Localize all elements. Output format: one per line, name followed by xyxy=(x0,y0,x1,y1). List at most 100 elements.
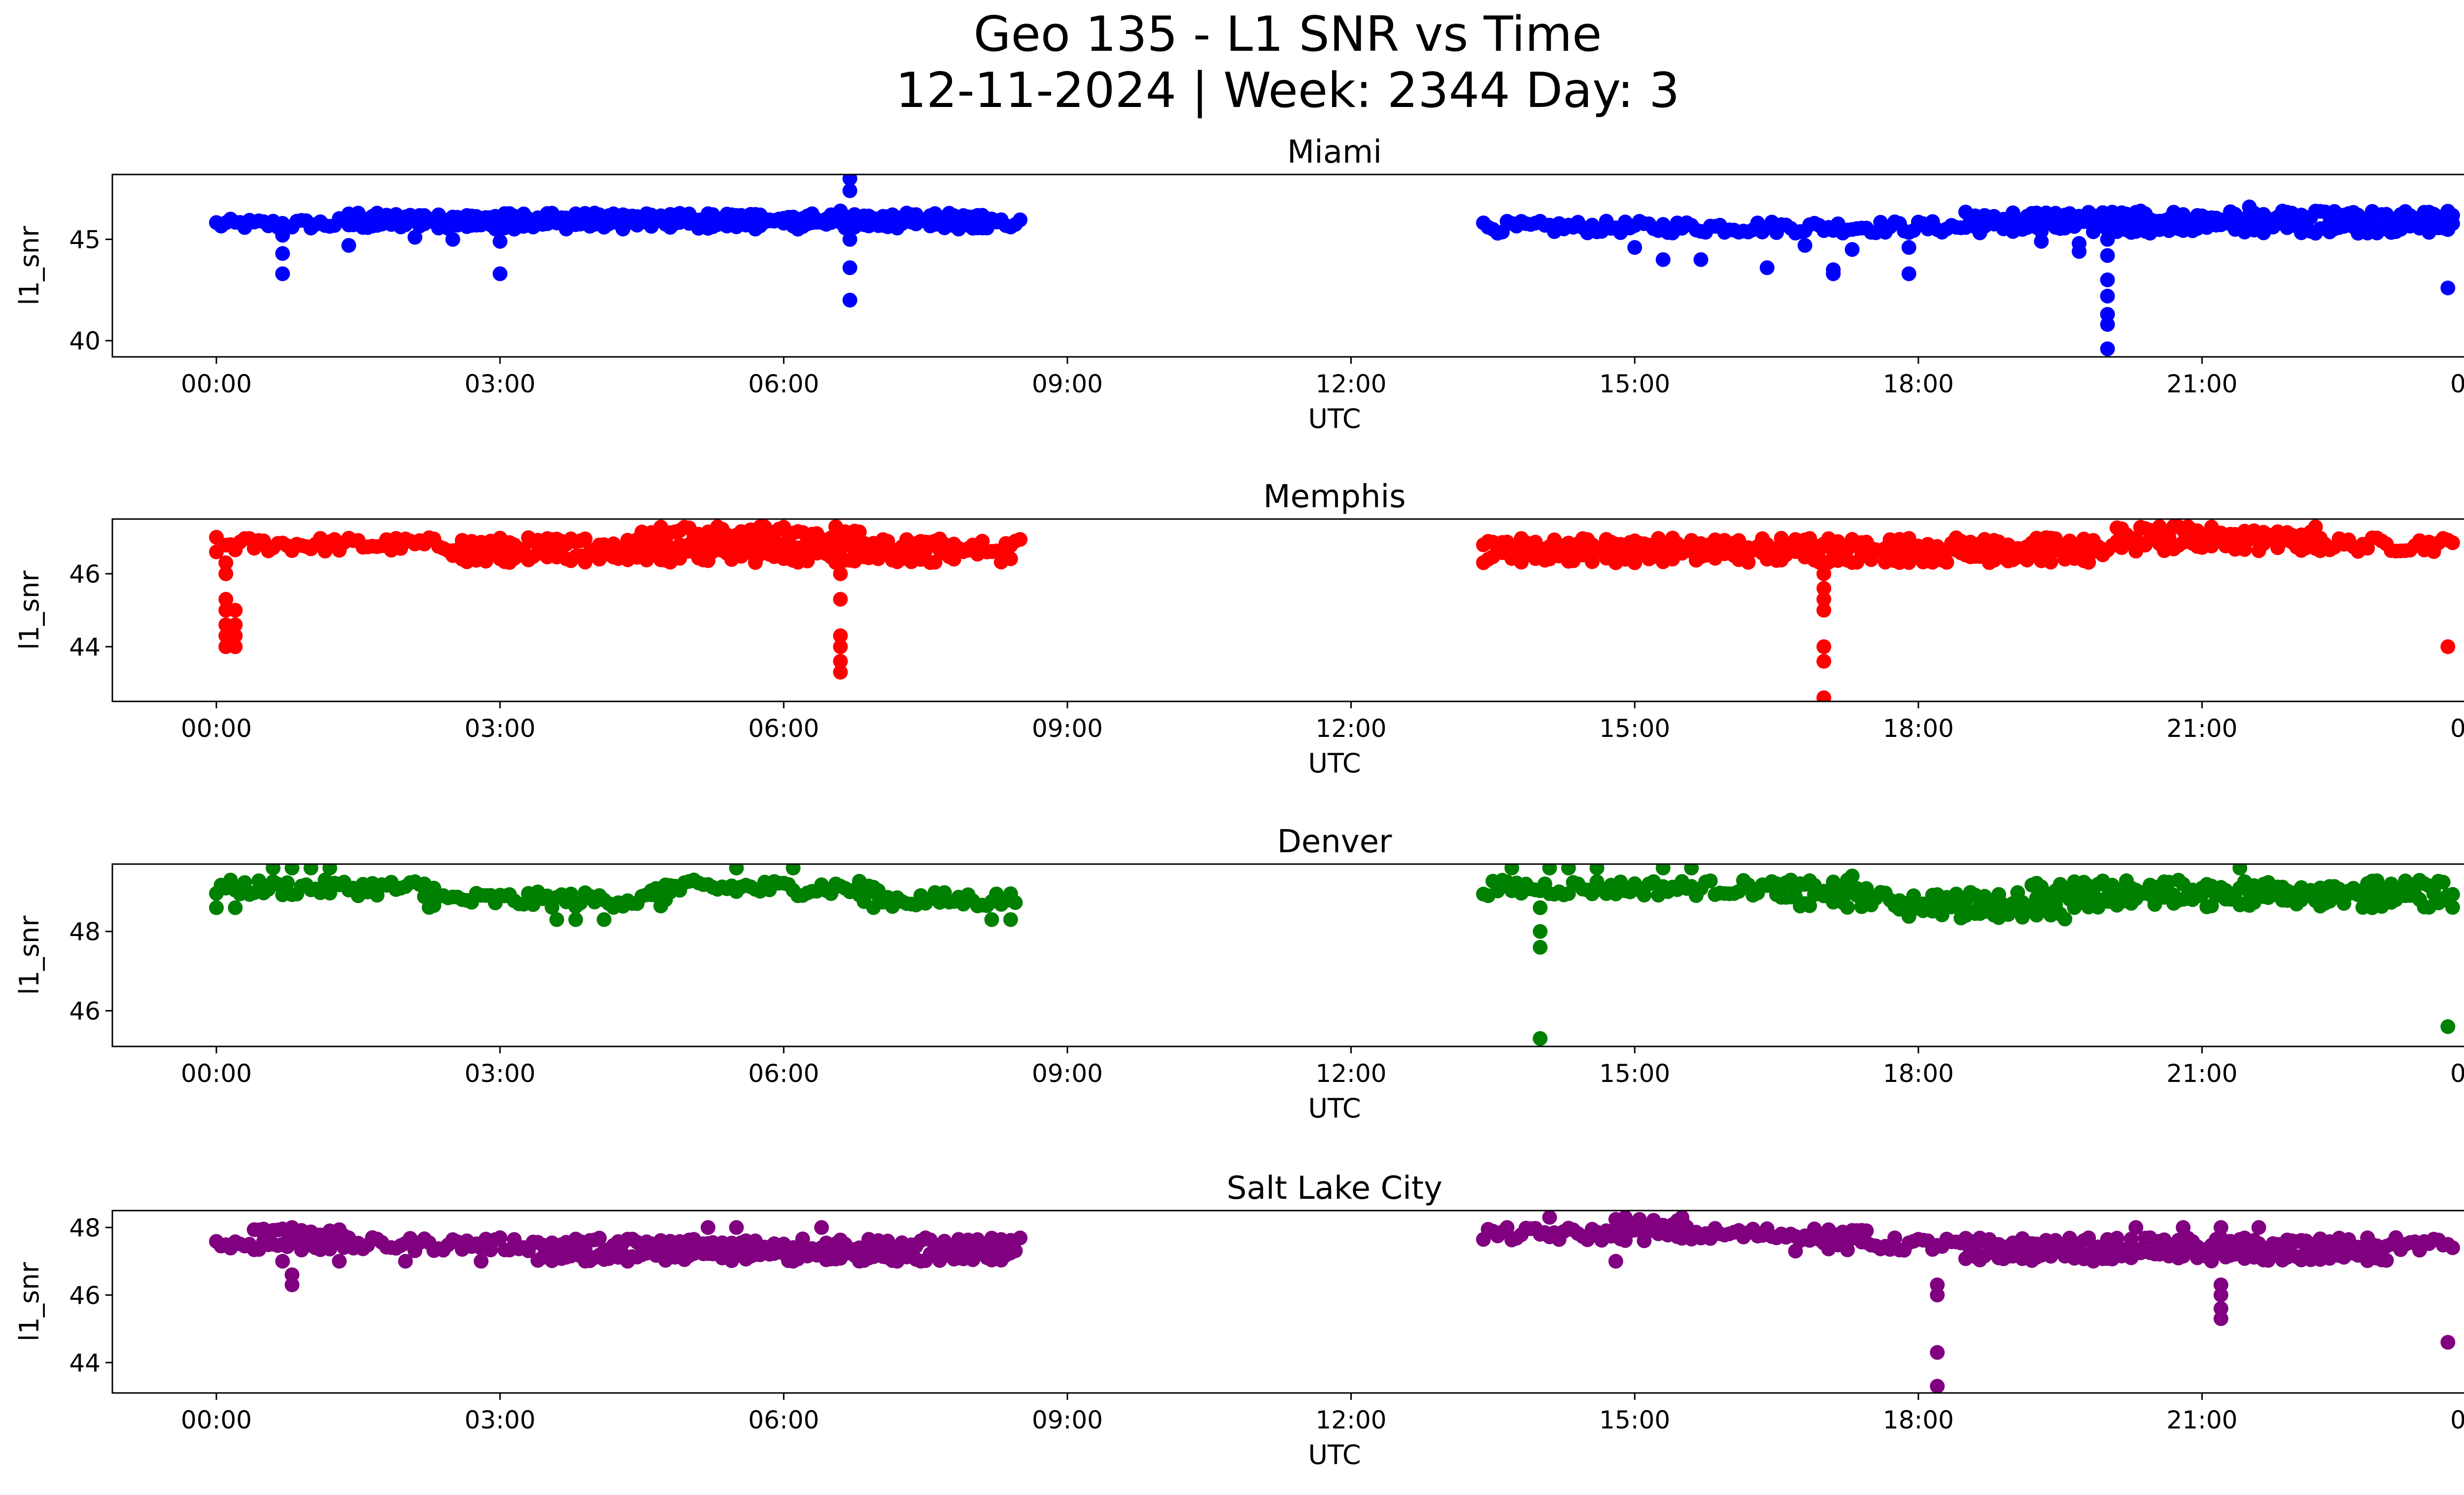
y-tick-label: 48 xyxy=(69,1214,101,1242)
data-point xyxy=(1840,1242,1855,1257)
x-tick-label: 03:00 xyxy=(465,1406,536,1434)
data-point xyxy=(2176,1220,2191,1235)
data-point xyxy=(842,232,857,247)
panel-title: Miami xyxy=(1287,134,1382,171)
panel-memphis: Memphis 00:00 03:00 06:00 09:00 12:00 15:00 18:… xyxy=(14,479,2464,779)
x-tick-label: 09:00 xyxy=(1032,1059,1103,1088)
data-point xyxy=(284,1267,300,1283)
x-tick-label: 06:00 xyxy=(748,1406,819,1434)
data-point xyxy=(303,864,318,875)
data-point xyxy=(2440,1335,2456,1350)
data-point xyxy=(2251,1220,2266,1235)
scatter-series xyxy=(209,519,2460,701)
data-point xyxy=(275,246,290,261)
data-point xyxy=(596,912,612,927)
data-point xyxy=(1901,240,1916,255)
x-tick-label: 21:00 xyxy=(2166,1406,2237,1434)
plot-frame xyxy=(111,863,2464,1047)
data-point xyxy=(1013,532,1027,547)
data-point xyxy=(1816,639,1831,654)
data-point xyxy=(927,555,943,570)
data-point xyxy=(833,664,848,680)
data-point xyxy=(2100,232,2115,247)
x-tick-label: 12:00 xyxy=(1316,714,1387,743)
data-point xyxy=(1930,1379,1945,1393)
x-tick-label: 15:00 xyxy=(1599,370,1670,398)
data-point xyxy=(2445,535,2460,551)
data-point xyxy=(209,544,224,559)
x-tick-label: 03:00 xyxy=(465,1059,536,1088)
data-point xyxy=(2232,864,2248,875)
y-tick-label: 48 xyxy=(69,918,101,946)
data-point xyxy=(2086,888,2101,903)
data-point xyxy=(2100,248,2115,263)
panel-denver: Denver 00:00 03:00 06:00 09:00 12:00 15:00 18:0… xyxy=(14,824,2464,1124)
data-point xyxy=(492,266,508,281)
data-point xyxy=(2100,288,2115,304)
y-tick-label: 46 xyxy=(69,1281,101,1310)
panel-title: Salt Lake City xyxy=(1227,1170,1442,1207)
x-tick-label: 15:00 xyxy=(1599,714,1670,743)
data-point xyxy=(2034,224,2049,239)
data-point xyxy=(228,900,243,915)
data-point xyxy=(1693,252,1709,267)
x-tick-label: 18:00 xyxy=(1883,714,1954,743)
data-point xyxy=(890,1253,905,1269)
x-tick-label: 00:00 xyxy=(2450,370,2464,398)
plot-frame xyxy=(111,518,2464,702)
panel-salt-lake-city: Salt Lake City 00:00 03:00 06:00 09:00 12:00 1… xyxy=(14,1170,2464,1470)
data-point xyxy=(2440,639,2456,654)
data-point xyxy=(474,1253,489,1269)
data-point xyxy=(1684,864,1699,875)
data-point xyxy=(833,654,848,669)
data-point xyxy=(1930,1345,1945,1360)
x-tick-label: 00:00 xyxy=(2450,1059,2464,1088)
data-point xyxy=(1759,260,1775,276)
data-point xyxy=(833,639,848,654)
data-point xyxy=(1584,554,1600,569)
data-point xyxy=(2128,1220,2144,1235)
data-point xyxy=(1542,864,1557,875)
data-point xyxy=(209,530,224,545)
data-point xyxy=(251,873,267,888)
x-tick-label: 06:00 xyxy=(748,714,819,743)
data-point xyxy=(2364,900,2380,915)
data-point xyxy=(275,228,290,243)
data-point xyxy=(1608,1253,1623,1269)
x-tick-label: 03:00 xyxy=(465,370,536,398)
x-axis-label: UTC xyxy=(1308,1439,1361,1470)
data-point xyxy=(1949,897,1964,912)
data-point xyxy=(237,875,252,890)
data-point xyxy=(398,1253,413,1269)
data-point xyxy=(1003,912,1018,927)
data-point xyxy=(2095,547,2110,562)
y-tick-label: 40 xyxy=(69,327,101,355)
data-point xyxy=(1816,591,1831,607)
data-point xyxy=(1802,898,1817,913)
data-point xyxy=(2213,1277,2228,1292)
y-tick-label: 44 xyxy=(69,1349,101,1377)
x-tick-label: 09:00 xyxy=(1032,1406,1103,1434)
data-point xyxy=(1008,895,1023,910)
data-point xyxy=(209,900,224,915)
data-point xyxy=(1845,242,1860,257)
x-tick-label: 21:00 xyxy=(2166,1059,2237,1088)
y-tick-label: 46 xyxy=(69,997,101,1026)
data-point xyxy=(2313,530,2328,546)
data-point xyxy=(833,204,848,218)
data-point xyxy=(445,232,460,247)
data-point xyxy=(1845,869,1860,884)
plot-frame xyxy=(111,1210,2464,1394)
data-point xyxy=(284,1277,300,1292)
data-point xyxy=(852,524,867,540)
data-point xyxy=(2445,1240,2460,1255)
scatter-series xyxy=(209,864,2460,1046)
data-point xyxy=(1637,887,1652,903)
data-point xyxy=(1840,900,1855,915)
data-point xyxy=(2057,911,2073,927)
data-point xyxy=(2100,307,2115,322)
data-point xyxy=(228,603,243,618)
data-point xyxy=(1887,1230,1902,1246)
data-point xyxy=(842,260,857,276)
